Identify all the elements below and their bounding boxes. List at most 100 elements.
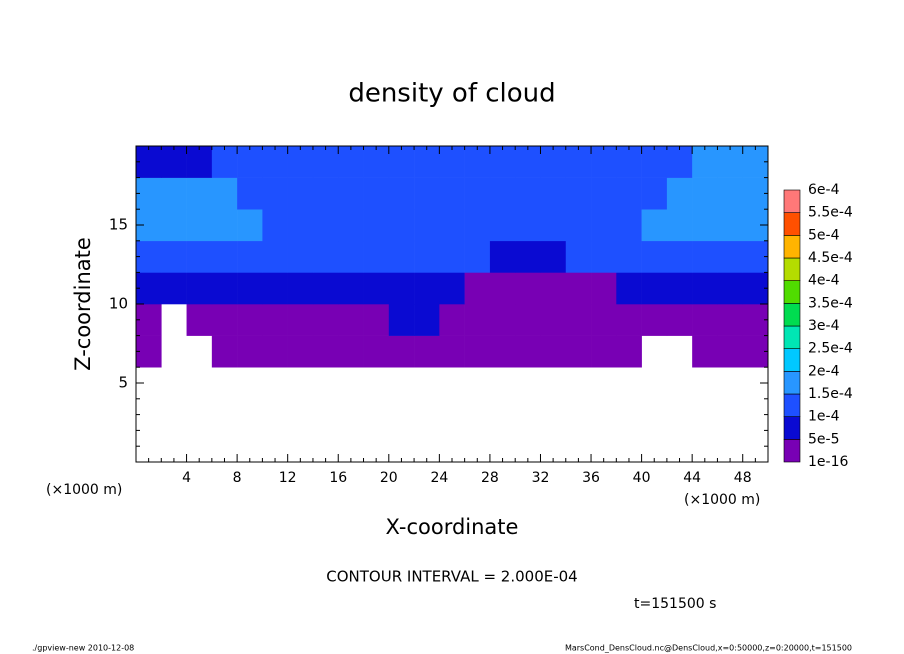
contour-cell xyxy=(414,146,440,178)
y-axis-label: Z-coordinate xyxy=(71,237,95,371)
contour-cell xyxy=(591,335,617,368)
contour-cell xyxy=(388,335,415,368)
colorbar-label: 6e-4 xyxy=(808,182,840,198)
contour-cell xyxy=(591,240,617,273)
contour-cell xyxy=(666,146,693,178)
contour-cell xyxy=(515,177,541,210)
contour-cell xyxy=(414,240,440,273)
contour-cell xyxy=(591,209,617,242)
contour-cell xyxy=(489,335,516,368)
contour-cell xyxy=(338,240,364,273)
contour-cell xyxy=(186,272,213,305)
contour-cell xyxy=(136,335,162,368)
colorbar-label: 5e-4 xyxy=(808,227,840,243)
contour-cell xyxy=(464,335,491,368)
contour-cell xyxy=(565,272,592,305)
contour-cell xyxy=(312,209,339,242)
contour-cell xyxy=(388,146,415,178)
contour-cell xyxy=(237,146,263,178)
contour-cell xyxy=(565,209,592,242)
contour-cell xyxy=(136,304,162,336)
contour-cell xyxy=(363,304,390,336)
contour-cell xyxy=(287,304,314,336)
contour-cell xyxy=(489,146,516,178)
x-tick-label: 40 xyxy=(633,470,651,486)
contour-cell xyxy=(666,272,693,305)
x-tick-label: 16 xyxy=(329,470,347,486)
time-note: t=151500 s xyxy=(634,596,716,612)
contour-cell xyxy=(464,304,491,336)
y-unit: (×1000 m) xyxy=(46,482,122,498)
contour-cell xyxy=(211,177,238,210)
contour-cell xyxy=(312,272,339,305)
contour-cell xyxy=(641,209,668,242)
contour-cell xyxy=(161,177,187,210)
colorbar-box xyxy=(783,189,801,213)
contour-cell xyxy=(161,240,187,273)
contour-cell xyxy=(312,304,339,336)
colorbar-box xyxy=(783,257,801,281)
contour-cell xyxy=(338,177,364,210)
contour-cell xyxy=(338,335,364,368)
colorbar-box xyxy=(783,212,801,236)
contour-cell xyxy=(666,240,693,273)
contour-cell xyxy=(616,240,642,273)
contour-cell xyxy=(540,335,567,368)
x-axis-label: X-coordinate xyxy=(386,515,519,539)
colorbar-box xyxy=(783,303,801,327)
contour-cell xyxy=(565,177,592,210)
contour-cell xyxy=(388,240,415,273)
contour-cell xyxy=(388,177,415,210)
contour-cell xyxy=(515,335,541,368)
contour-cell xyxy=(464,146,491,178)
contour-cell xyxy=(515,304,541,336)
contour-cell xyxy=(237,272,263,305)
contour-cell xyxy=(464,240,491,273)
contour-cell xyxy=(591,304,617,336)
contour-cell xyxy=(515,146,541,178)
contour-cell xyxy=(666,304,693,336)
contour-cell xyxy=(186,240,213,273)
contour-cell xyxy=(338,146,364,178)
contour-cell xyxy=(540,146,567,178)
footer-left: ./gpview-new 2010-12-08 xyxy=(32,644,134,653)
contour-cell xyxy=(237,335,263,368)
colorbar-label: 1e-16 xyxy=(808,454,848,470)
x-tick-label: 8 xyxy=(233,470,242,486)
contour-cell xyxy=(414,304,440,336)
colorbar-label: 3.5e-4 xyxy=(808,295,853,311)
contour-cell xyxy=(287,240,314,273)
contour-cell xyxy=(363,177,390,210)
contour-cell xyxy=(211,335,238,368)
contour-cell xyxy=(692,272,718,305)
contour-cell xyxy=(312,335,339,368)
colorbar-label: 2e-4 xyxy=(808,363,840,379)
colorbar-label: 5e-5 xyxy=(808,431,839,447)
contour-cell xyxy=(717,146,744,178)
x-tick-label: 12 xyxy=(279,470,297,486)
contour-cell xyxy=(414,177,440,210)
contour-cell xyxy=(540,304,567,336)
contour-cell xyxy=(489,240,516,273)
contour-cell xyxy=(287,272,314,305)
contour-cell xyxy=(692,177,718,210)
contour-cell xyxy=(312,146,339,178)
colorbar-box xyxy=(783,348,801,372)
contour-cell xyxy=(363,146,390,178)
contour-cell xyxy=(489,272,516,305)
contour-cell xyxy=(312,177,339,210)
contour-cell xyxy=(616,335,642,368)
contour-cell xyxy=(692,240,718,273)
contour-cell xyxy=(186,177,213,210)
contour-cell xyxy=(237,177,263,210)
contour-cell xyxy=(211,146,238,178)
contour-cell xyxy=(565,335,592,368)
contour-cell xyxy=(363,335,390,368)
contour-cell xyxy=(489,177,516,210)
contour-cell xyxy=(363,272,390,305)
colorbar-label: 2.5e-4 xyxy=(808,341,853,357)
contour-cell xyxy=(540,272,567,305)
chart-title: density of cloud xyxy=(348,79,555,109)
colorbar-box xyxy=(783,439,801,463)
x-tick-label: 28 xyxy=(481,470,499,486)
